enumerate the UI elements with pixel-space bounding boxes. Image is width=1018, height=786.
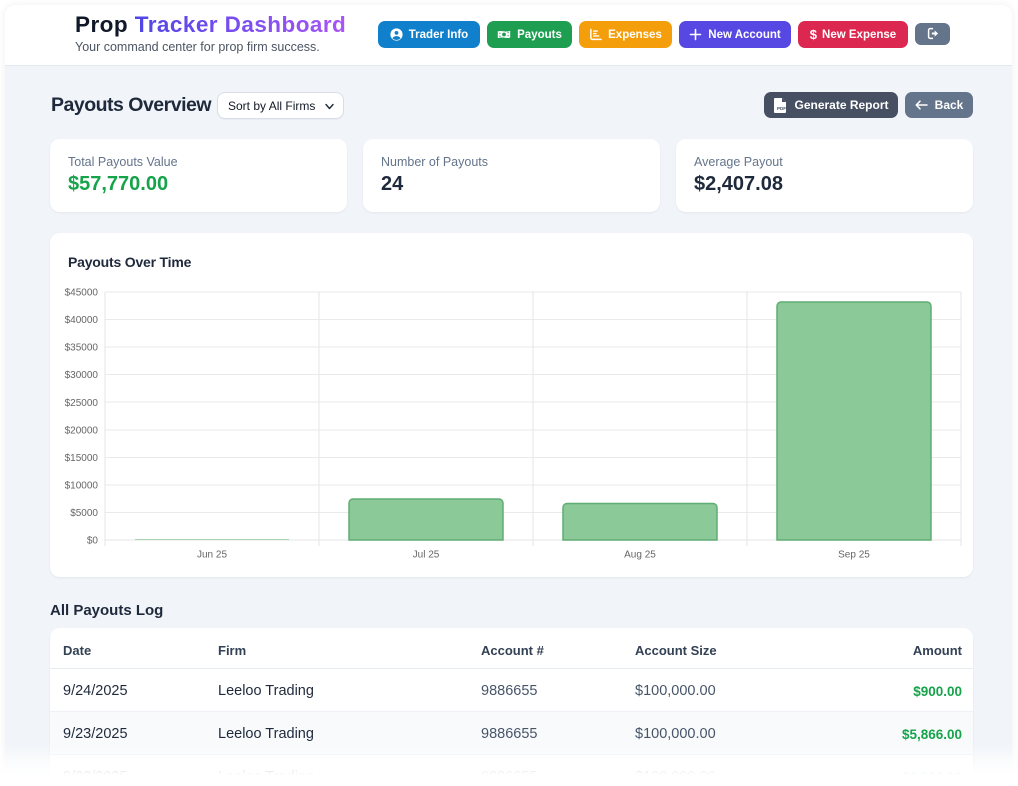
svg-text:$40000: $40000 <box>65 315 99 326</box>
svg-text:Sep 25: Sep 25 <box>838 550 870 561</box>
svg-text:$10000: $10000 <box>65 480 99 491</box>
svg-text:Aug 25: Aug 25 <box>624 550 656 561</box>
svg-text:$35000: $35000 <box>65 343 99 354</box>
svg-text:$5000: $5000 <box>70 508 98 519</box>
svg-text:PDF: PDF <box>777 106 786 111</box>
svg-text:$0: $0 <box>87 536 99 547</box>
svg-text:$45000: $45000 <box>65 288 99 299</box>
svg-text:Jun 25: Jun 25 <box>197 550 227 561</box>
svg-text:$25000: $25000 <box>65 398 99 409</box>
svg-text:$20000: $20000 <box>65 425 99 436</box>
svg-text:$15000: $15000 <box>65 453 99 464</box>
svg-text:$30000: $30000 <box>65 370 99 381</box>
svg-text:Jul 25: Jul 25 <box>413 550 440 561</box>
